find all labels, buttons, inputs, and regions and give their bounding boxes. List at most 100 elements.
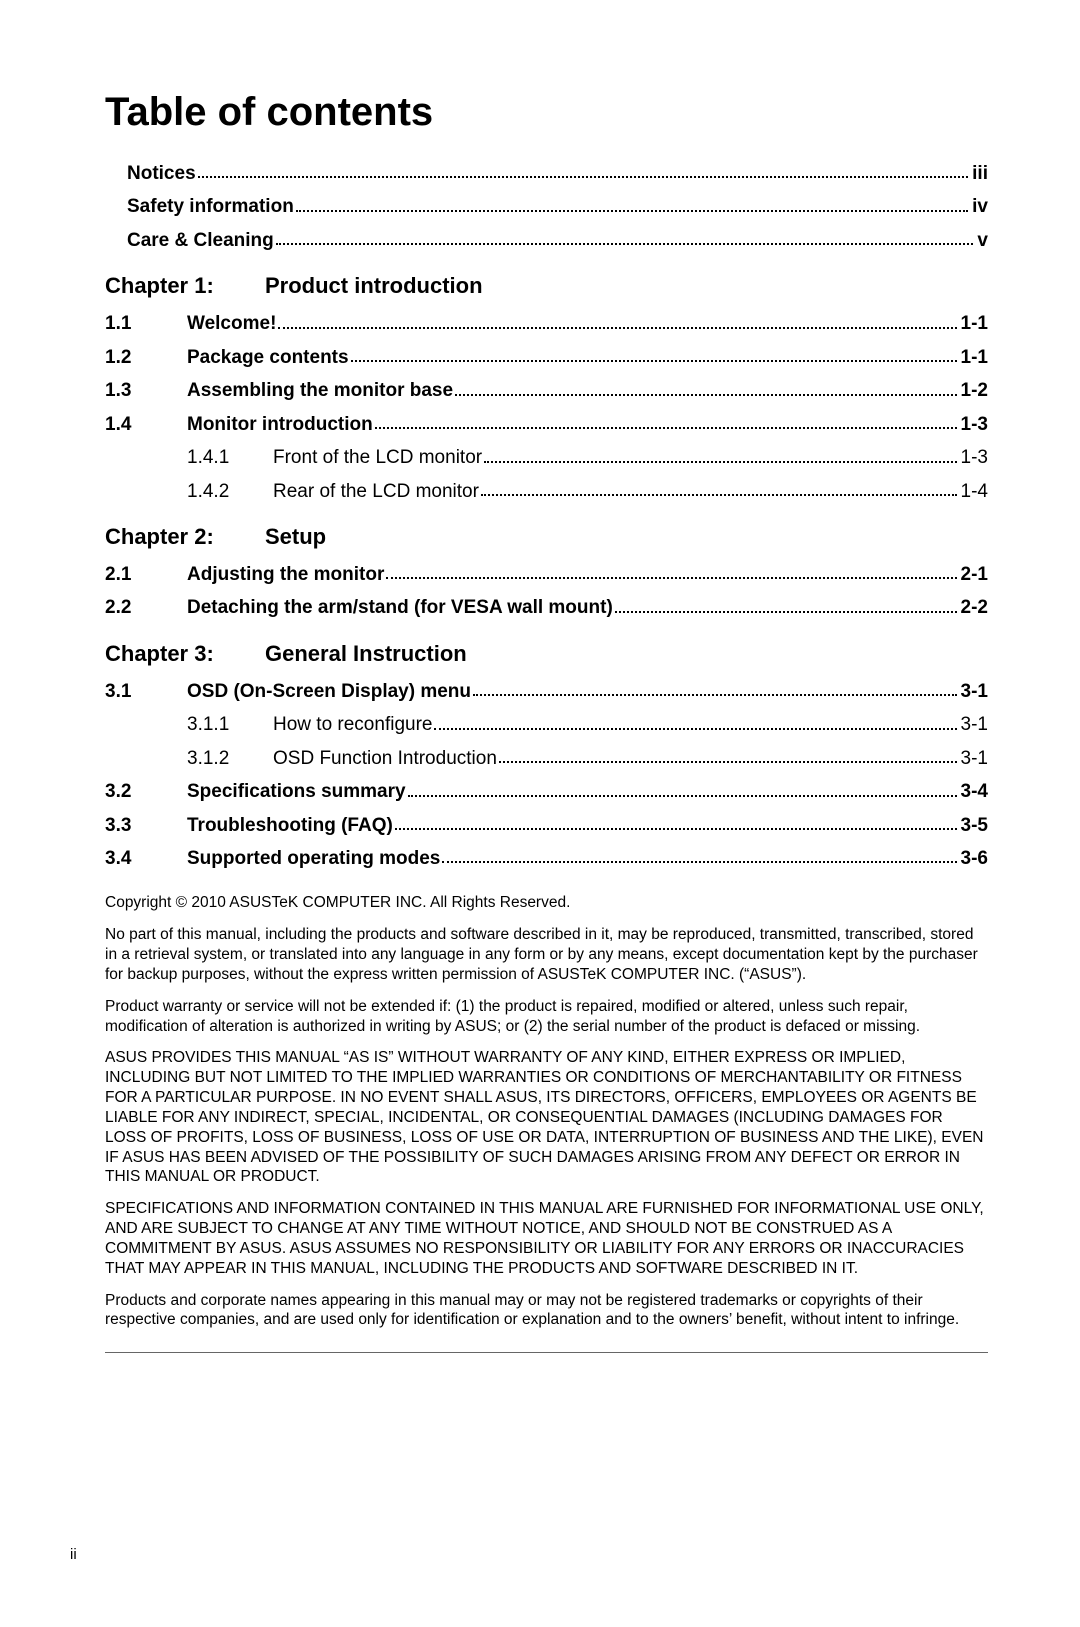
toc-leader-dots [484,461,956,463]
chapter-label: Chapter 1: [105,273,265,299]
toc-leader-dots [296,210,968,212]
toc-leader-dots [386,577,956,579]
toc-leader-dots [442,861,956,863]
toc-entry-label: Package contents [187,343,349,372]
legal-paragraph: No part of this manual, including the pr… [105,925,988,984]
toc-entry-number: 1.4 [105,410,187,439]
legal-notices: Copyright © 2010 ASUSTeK COMPUTER INC. A… [105,893,988,1330]
toc-entry: Safety information iv [105,192,988,221]
toc-subentry-label: Rear of the LCD monitor [273,477,479,506]
toc-entry-number: 1.2 [105,343,187,372]
toc-leader-dots [615,611,957,613]
toc-entry-label: Safety information [127,192,294,221]
toc-entry: 1.3Assembling the monitor base 1-2 [105,376,988,405]
chapter-label: Chapter 2: [105,524,265,550]
toc-subentry: 3.1.2OSD Function Introduction 3-1 [105,744,988,773]
legal-paragraph: Products and corporate names appearing i… [105,1291,988,1331]
toc-entry-page: 3-1 [959,677,988,706]
page-title: Table of contents [105,90,988,135]
toc-entry-number: 3.2 [105,777,187,806]
legal-paragraph: Product warranty or service will not be … [105,997,988,1037]
toc-entry-label: Adjusting the monitor [187,560,384,589]
toc-leader-dots [499,761,957,763]
toc-leader-dots [473,694,957,696]
toc-entry-page: 1-1 [959,343,988,372]
chapter-title: Setup [265,524,326,550]
toc-subentry-label: OSD Function Introduction [273,744,497,773]
page-number: ii [70,1546,77,1563]
toc-leader-dots [278,327,956,329]
toc-subentry: 3.1.1How to reconfigure 3-1 [105,710,988,739]
toc-entry: 3.3Troubleshooting (FAQ) 3-5 [105,811,988,840]
chapter-heading: Chapter 1:Product introduction [105,273,988,299]
toc-subentry-number: 1.4.2 [187,477,273,506]
toc-entry: 1.1Welcome! 1-1 [105,309,988,338]
legal-paragraph: Copyright © 2010 ASUSTeK COMPUTER INC. A… [105,893,988,913]
toc-leader-dots [481,494,957,496]
toc-entry: 2.2Detaching the arm/stand (for VESA wal… [105,593,988,622]
toc-entry-label: Care & Cleaning [127,226,274,255]
toc-entry-page: 2-2 [959,593,988,622]
toc-subentry-number: 3.1.2 [187,744,273,773]
toc-leader-dots [198,176,969,178]
toc-entry-page: 3-6 [959,844,988,873]
toc-entry-page: 1-4 [959,477,988,506]
toc-leader-dots [455,394,956,396]
toc-entry-label: Welcome! [187,309,276,338]
toc-subentry-label: How to reconfigure [273,710,432,739]
toc-entry: Care & Cleaning v [105,226,988,255]
toc-entry-page: 3-5 [959,811,988,840]
toc-entry-number: 3.3 [105,811,187,840]
toc-leader-dots [351,360,957,362]
toc-subentry: 1.4.1Front of the LCD monitor 1-3 [105,443,988,472]
toc-entry-page: 1-1 [959,309,988,338]
toc-entry: 1.2Package contents 1-1 [105,343,988,372]
toc-entry-label: Assembling the monitor base [187,376,453,405]
toc-entry-page: 1-3 [959,443,988,472]
toc-entry-number: 1.1 [105,309,187,338]
toc-entry-label: Monitor introduction [187,410,373,439]
toc-entry-label: Detaching the arm/stand (for VESA wall m… [187,593,613,622]
toc-entry-page: v [975,226,988,255]
legal-paragraph: SPECIFICATIONS AND INFORMATION CONTAINED… [105,1199,988,1278]
chapter-label: Chapter 3: [105,641,265,667]
toc-leader-dots [408,795,957,797]
toc-entry-page: 1-2 [959,376,988,405]
legal-paragraph: ASUS PROVIDES THIS MANUAL “AS IS” WITHOU… [105,1048,988,1187]
toc-entry: 1.4Monitor introduction 1-3 [105,410,988,439]
chapter-title: General Instruction [265,641,467,667]
toc-leader-dots [434,728,956,730]
toc-leader-dots [276,243,974,245]
toc-entry-label: Troubleshooting (FAQ) [187,811,393,840]
footer-rule [105,1352,988,1353]
toc-entry: Notices iii [105,159,988,188]
toc-entry-page: 1-3 [959,410,988,439]
toc-entry-number: 2.2 [105,593,187,622]
chapter-title: Product introduction [265,273,483,299]
toc-entry-page: iv [970,192,988,221]
toc-entry-number: 1.3 [105,376,187,405]
toc-entry-number: 3.1 [105,677,187,706]
toc-entry-page: iii [970,159,988,188]
toc-entry-number: 2.1 [105,560,187,589]
toc-entry: 3.4Supported operating modes 3-6 [105,844,988,873]
chapter-heading: Chapter 3:General Instruction [105,641,988,667]
toc-entry-number: 3.4 [105,844,187,873]
table-of-contents: Notices iii Safety information iv Care & C… [105,159,988,873]
toc-entry-label: OSD (On-Screen Display) menu [187,677,471,706]
toc-entry: 3.1OSD (On-Screen Display) menu 3-1 [105,677,988,706]
toc-entry-page: 3-1 [959,710,988,739]
toc-leader-dots [395,828,957,830]
toc-entry-label: Specifications summary [187,777,406,806]
toc-entry: 2.1Adjusting the monitor 2-1 [105,560,988,589]
toc-subentry-number: 3.1.1 [187,710,273,739]
toc-entry-label: Supported operating modes [187,844,440,873]
toc-entry-page: 3-4 [959,777,988,806]
toc-subentry-label: Front of the LCD monitor [273,443,482,472]
toc-subentry-number: 1.4.1 [187,443,273,472]
toc-subentry: 1.4.2Rear of the LCD monitor 1-4 [105,477,988,506]
page-content: Table of contents Notices iii Safety info… [0,0,1080,1353]
toc-entry-label: Notices [127,159,196,188]
toc-entry-page: 2-1 [959,560,988,589]
chapter-heading: Chapter 2:Setup [105,524,988,550]
